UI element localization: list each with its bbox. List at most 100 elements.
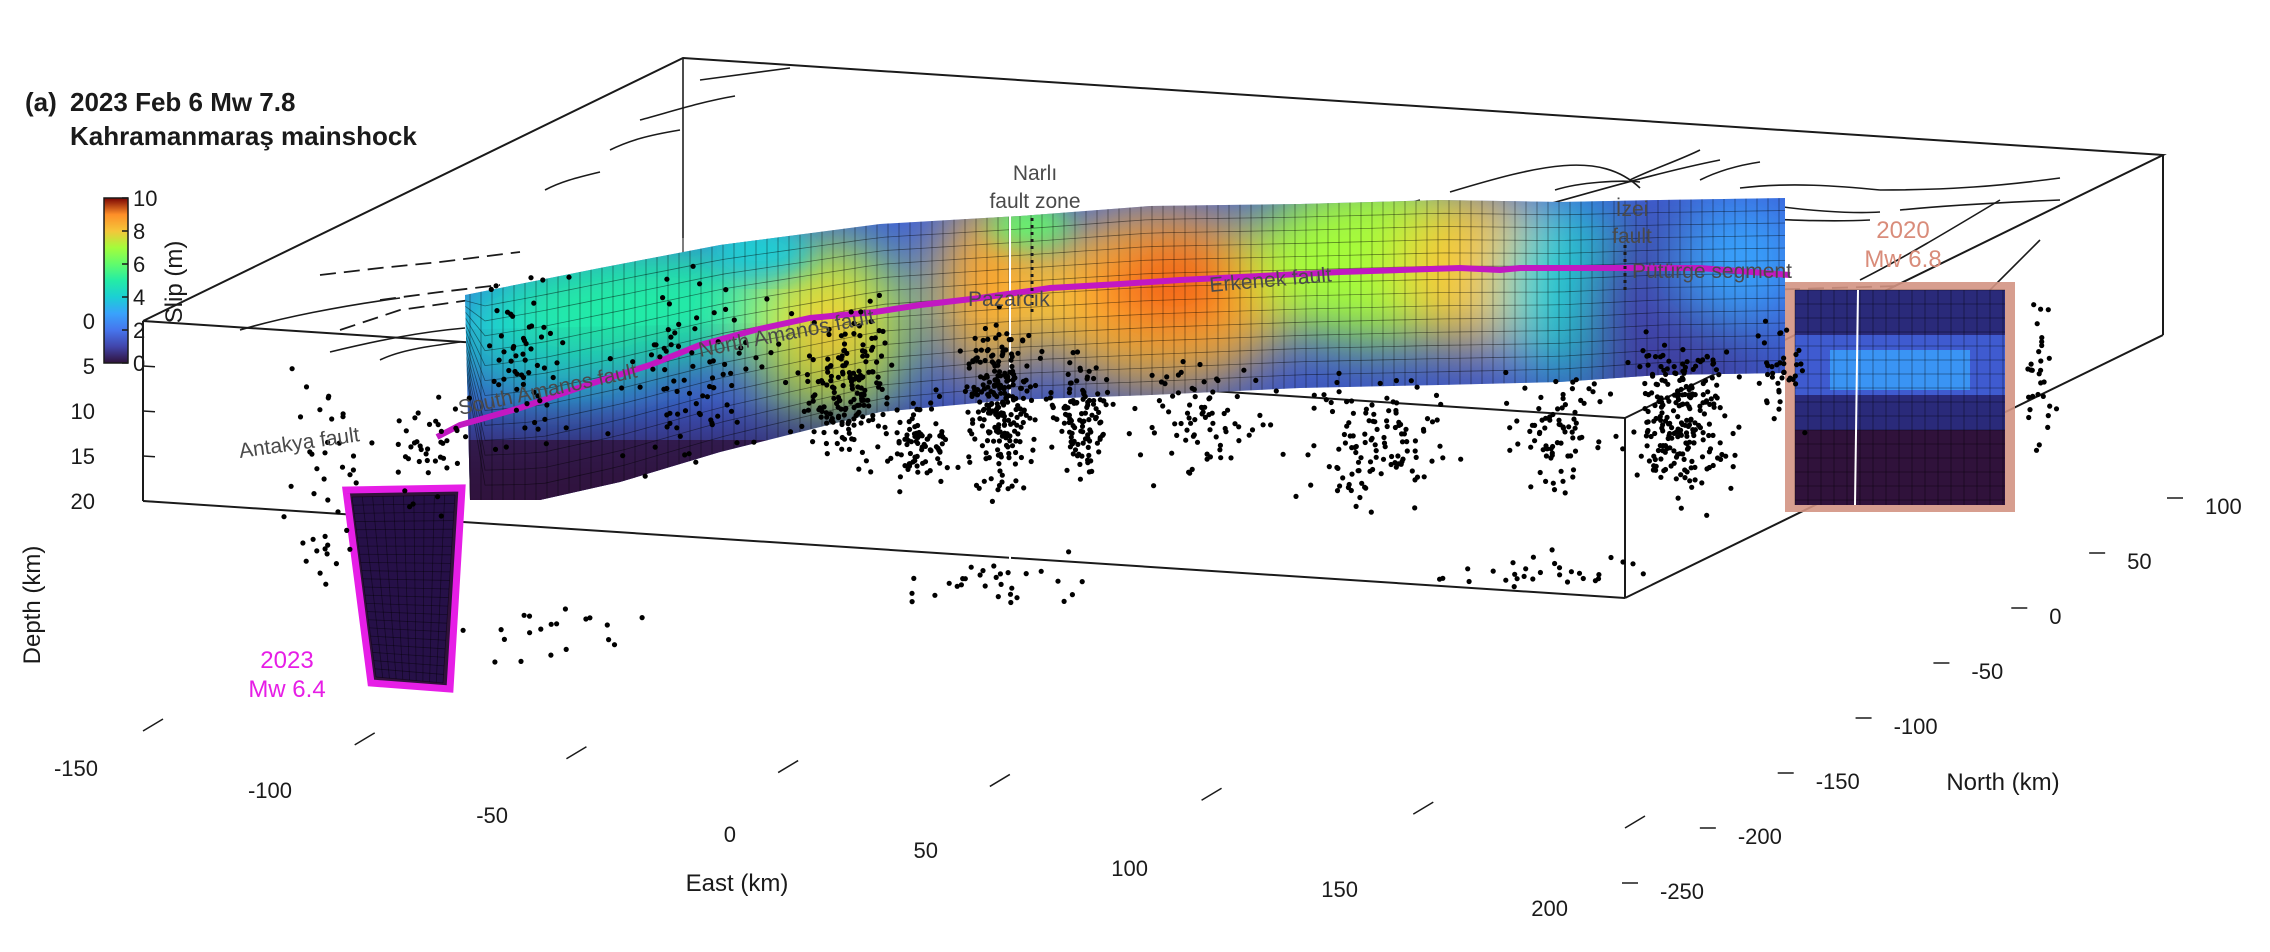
aftershock	[1381, 434, 1387, 441]
aftershock	[1037, 355, 1043, 361]
aftershock	[850, 370, 857, 376]
aftershock	[436, 394, 442, 400]
aftershock	[1223, 429, 1229, 435]
aftershock	[1781, 369, 1787, 376]
aftershock	[751, 439, 757, 445]
aftershock	[986, 393, 992, 399]
aftershock	[1009, 354, 1015, 360]
aftershock	[1172, 421, 1178, 427]
aftershock	[824, 420, 830, 426]
aftershock	[974, 392, 981, 398]
aftershock	[1555, 406, 1561, 412]
aftershock	[936, 393, 943, 399]
aftershock	[527, 630, 533, 636]
aftershock	[875, 374, 881, 380]
aftershock	[1707, 401, 1713, 407]
aftershock	[1186, 415, 1192, 421]
aftershock	[1562, 490, 1568, 496]
mainshock-slip-model	[465, 198, 1785, 500]
east-axis-label: East (km)	[686, 870, 789, 897]
aftershock	[335, 509, 341, 515]
aftershock	[828, 418, 834, 424]
north-axis-base	[1625, 480, 2163, 870]
aftershock	[542, 416, 548, 422]
aftershock	[288, 483, 294, 489]
mesh-row	[360, 562, 451, 564]
aftershock	[912, 433, 918, 439]
mesh-column	[372, 496, 390, 679]
aftershock	[878, 353, 885, 359]
aftershock	[1043, 396, 1049, 402]
aftershock	[897, 474, 904, 480]
aftershock	[811, 429, 817, 435]
aftershock	[1082, 436, 1089, 442]
aftershock	[2038, 358, 2044, 364]
aftershock	[907, 450, 914, 457]
aftershock	[823, 410, 829, 416]
aftershock	[566, 274, 572, 280]
aftershock	[986, 406, 992, 412]
aftershock	[538, 626, 544, 632]
aftershock	[1690, 427, 1696, 433]
aftershock	[1353, 449, 1359, 456]
aftershock	[511, 343, 517, 350]
aftershock	[1009, 363, 1015, 370]
mesh-row	[370, 635, 446, 641]
aftershock	[1100, 431, 1106, 437]
colorbar: 0 2 4 6 8 10 Slip (m)	[103, 186, 188, 376]
aftershock	[1028, 397, 1035, 403]
aftershock	[811, 320, 817, 326]
aftershock	[550, 374, 556, 381]
aftershock	[910, 412, 917, 418]
aftershock	[787, 429, 794, 435]
aftershock	[1077, 461, 1083, 467]
aftershock	[1572, 409, 1578, 415]
aftershock	[1777, 399, 1783, 405]
aftershock	[492, 446, 499, 452]
aftershock	[1550, 480, 1556, 486]
aftershock	[289, 366, 295, 372]
aftershock	[340, 414, 346, 420]
aftershock	[729, 382, 735, 389]
aftershock	[1580, 575, 1586, 582]
aftershock	[1437, 443, 1443, 449]
aftershock	[1355, 459, 1362, 465]
aftershock	[709, 375, 716, 381]
aftershock	[839, 434, 845, 441]
aftershock	[1412, 448, 1418, 454]
aftershock	[723, 306, 729, 312]
aftershock	[849, 436, 855, 442]
mesh-column	[403, 495, 410, 681]
aftershock	[2026, 394, 2032, 400]
aftershock	[1001, 422, 1008, 428]
aftershock	[1523, 566, 1529, 572]
aftershock	[958, 582, 965, 588]
aftershock	[989, 498, 996, 504]
aftershock	[1207, 395, 1213, 401]
aftershock	[995, 404, 1001, 410]
aftershock	[1678, 472, 1684, 478]
aftershock	[1009, 370, 1015, 376]
aftershock	[696, 410, 702, 416]
aftershock	[993, 574, 999, 581]
aftershock	[1345, 484, 1351, 491]
aftershock	[825, 369, 831, 375]
aftershock	[1236, 438, 1242, 444]
aftershock	[1644, 353, 1650, 359]
aftershock	[1597, 399, 1603, 405]
aftershock	[1657, 443, 1663, 449]
aftershock	[1778, 330, 1784, 336]
aftershock	[874, 359, 880, 365]
aftershock	[395, 441, 401, 447]
aftershock	[998, 390, 1004, 396]
aftershock	[828, 373, 835, 379]
aftershock	[1007, 438, 1013, 444]
aftershock	[642, 473, 648, 479]
aftershock	[1637, 364, 1643, 370]
east-tick	[1412, 801, 1434, 815]
aftershock	[1018, 411, 1024, 417]
aftershock	[1570, 435, 1576, 441]
aftershock	[1032, 382, 1039, 389]
aftershock	[677, 433, 683, 439]
aftershock	[857, 372, 864, 378]
